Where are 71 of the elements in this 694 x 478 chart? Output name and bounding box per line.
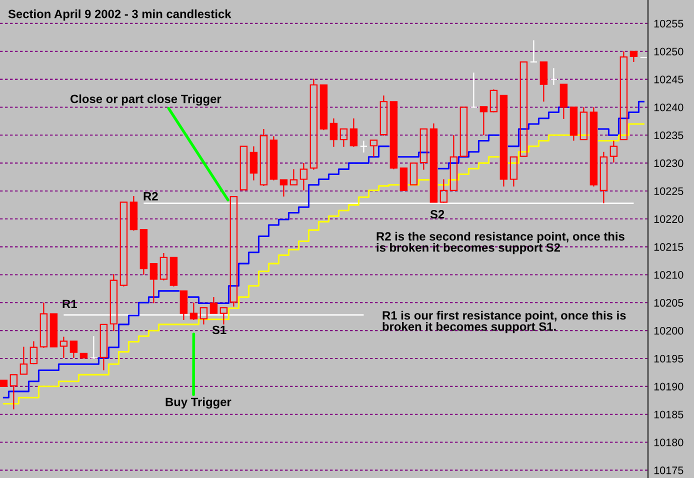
candlestick: [330, 118, 338, 148]
candlestick: [30, 340, 38, 364]
candlestick: [40, 302, 48, 348]
candlestick: [600, 151, 608, 204]
annotation: R1: [62, 300, 77, 308]
candlestick: [400, 168, 408, 191]
y-tick-label: 10200: [654, 326, 684, 335]
candlestick: [480, 106, 488, 136]
candlestick: [620, 50, 628, 140]
candlestick: [370, 140, 378, 158]
annotation: S1: [212, 326, 226, 334]
candlestick: [300, 162, 308, 191]
candlestick: [100, 324, 108, 371]
annotation: R2 is the second resistance point, once this is broken it becomes support S2: [376, 232, 624, 254]
candlestick: [160, 252, 168, 281]
candlestick: [110, 274, 118, 332]
candlestick: [210, 296, 218, 314]
candlestick: [20, 346, 28, 375]
candlestick: [440, 178, 448, 203]
candlestick: [420, 128, 428, 170]
candlestick: [630, 50, 638, 63]
candlestick: [260, 128, 268, 187]
annotation: R2: [144, 192, 158, 200]
y-tick-label: 10220: [654, 215, 684, 223]
y-tick-label: 10245: [654, 76, 684, 84]
candlestick: [280, 179, 288, 198]
candlestick: [560, 84, 568, 120]
candlestick: [580, 106, 588, 140]
y-tick-label: 10250: [654, 48, 684, 56]
candlestick: [310, 78, 318, 170]
candlestick: [510, 156, 518, 188]
y-tick-label: 10205: [654, 299, 684, 307]
candlestick: [290, 168, 298, 186]
y-tick-label: 10210: [654, 271, 684, 279]
y-tick-label: 10255: [654, 20, 684, 28]
y-tick-label: 10185: [654, 410, 684, 418]
annotation: Close or part close Trigger: [70, 94, 222, 106]
y-tick-label: 10230: [654, 159, 684, 168]
candlestick: [70, 340, 78, 358]
y-tick-label: 10215: [654, 243, 684, 251]
candlestick: [230, 196, 238, 308]
candlestick: [610, 140, 618, 164]
candlestick: [360, 140, 368, 153]
candlestick: [150, 263, 158, 304]
candlestick: [450, 134, 458, 191]
candlestick: [470, 72, 478, 108]
y-tick-label: 10195: [654, 354, 684, 363]
candlestick: [350, 118, 358, 148]
candlestick: [380, 94, 388, 136]
annotation: R1 is our first resistance point, once this is broken it becomes support S1.: [382, 310, 626, 334]
candlestick: [10, 374, 18, 410]
candlestick: [90, 336, 98, 358]
candlestick: [60, 336, 68, 358]
candlestick: [180, 290, 188, 321]
candlestick: [250, 146, 258, 181]
annotation: Buy Trigger: [166, 397, 232, 409]
y-tick-label: 10180: [654, 438, 684, 446]
y-tick-label: 10190: [654, 382, 684, 390]
candlestick: [540, 61, 548, 102]
candlestick: [340, 128, 348, 148]
text: Section April 9 2002 - 3 min candlestick: [8, 9, 232, 21]
candlestick: [190, 302, 198, 321]
candlestick: [550, 68, 558, 86]
y-tick-label: 10240: [654, 104, 684, 112]
y-tick-label: 10225: [654, 187, 684, 196]
annotation: S2: [430, 210, 444, 218]
candlestick: [220, 307, 228, 325]
candlestick: [200, 307, 208, 325]
candlestick: [530, 40, 538, 63]
y-tick-label: 10235: [654, 131, 684, 140]
y-tick-label: 10175: [654, 466, 684, 474]
